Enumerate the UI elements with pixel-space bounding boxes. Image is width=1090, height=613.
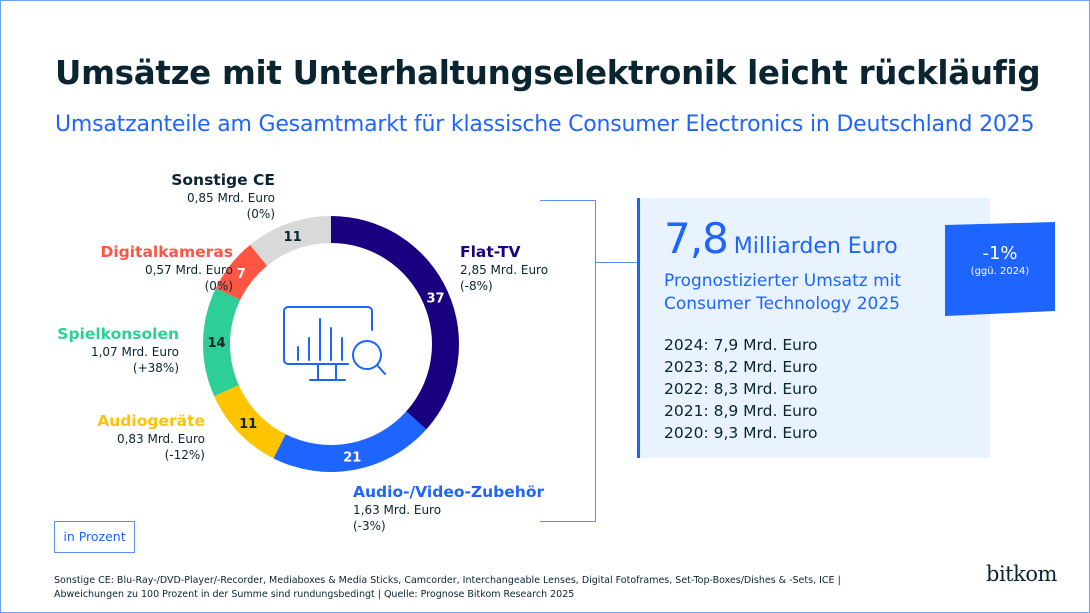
category-name: Flat-TV xyxy=(460,243,521,261)
category-revenue: 1,63 Mrd. Euro xyxy=(353,503,442,517)
history-item: 2020: 9,3 Mrd. Euro xyxy=(664,424,818,442)
category-change: (-8%) xyxy=(460,279,493,293)
category-name: Sonstige CE xyxy=(171,171,275,189)
footnote: Sonstige CE: Blu-Ray-/DVD-Player/-Record… xyxy=(54,574,841,601)
bracket-connector xyxy=(540,200,596,522)
summary-description: Prognostizierter Umsatz mit Consumer Tec… xyxy=(664,270,901,316)
segment-value-label: 11 xyxy=(239,417,257,432)
donut-segment-audioger-te xyxy=(214,385,286,459)
history-item: 2022: 8,3 Mrd. Euro xyxy=(664,380,818,398)
label-audiogeraete: Audiogeräte 0,83 Mrd. Euro (-12%) xyxy=(60,411,205,463)
category-revenue: 0,83 Mrd. Euro xyxy=(116,432,205,446)
total-revenue: 7,8 Milliarden Euro xyxy=(664,214,898,263)
donut-segment-audio-video-zubeh-r xyxy=(273,411,427,472)
label-spielkonsolen: Spielkonsolen 1,07 Mrd. Euro (+38%) xyxy=(40,324,179,376)
category-revenue: 1,07 Mrd. Euro xyxy=(90,345,179,359)
label-flat-tv: Flat-TV 2,85 Mrd. Euro (-8%) xyxy=(460,242,548,294)
change-badge-text: -1% (ggü. 2024) xyxy=(945,243,1055,279)
segment-value-label: 11 xyxy=(284,230,302,245)
page-subtitle: Umsatzanteile am Gesamtmarkt für klassis… xyxy=(55,112,1035,137)
footnote-line: Sonstige CE: Blu-Ray-/DVD-Player/-Record… xyxy=(54,575,841,586)
category-revenue: 0,57 Mrd. Euro xyxy=(144,263,233,277)
summary-description-line: Consumer Technology 2025 xyxy=(664,294,900,314)
monitor-chart-search-icon xyxy=(283,306,386,381)
history-item: 2021: 8,9 Mrd. Euro xyxy=(664,402,818,420)
total-revenue-value: 7,8 xyxy=(664,214,729,263)
category-change: (0%) xyxy=(246,207,275,221)
footnote-line: Abweichungen zu 100 Prozent in der Summe… xyxy=(54,588,575,600)
segment-value-label: 14 xyxy=(207,336,225,351)
donut-segment-digitalkameras xyxy=(215,244,268,300)
bitkom-logo: bitkom xyxy=(986,562,1057,586)
unit-label: in Prozent xyxy=(54,521,135,553)
label-sonstige-ce: Sonstige CE 0,85 Mrd. Euro (0%) xyxy=(150,170,275,222)
category-change: (+38%) xyxy=(132,361,179,375)
history-item: 2023: 8,2 Mrd. Euro xyxy=(664,358,818,376)
history-item: 2024: 7,9 Mrd. Euro xyxy=(664,336,818,354)
donut-chart: 37 21 11 14 7 11 xyxy=(203,216,459,472)
page-title: Umsätze mit Unterhaltungselektronik leic… xyxy=(55,54,1041,92)
category-name: Audio-/Video-Zubehör xyxy=(353,483,545,501)
category-change: (-12%) xyxy=(164,448,205,462)
category-change: (0%) xyxy=(204,279,233,293)
category-name: Spielkonsolen xyxy=(57,325,179,343)
change-basis: (ggü. 2024) xyxy=(970,266,1030,277)
donut-segment-flat-tv xyxy=(331,216,459,430)
bracket-connector-arm xyxy=(595,262,637,263)
category-revenue: 0,85 Mrd. Euro xyxy=(186,191,275,205)
category-name: Audiogeräte xyxy=(97,412,205,430)
summary-description-line: Prognostizierter Umsatz mit xyxy=(664,271,902,291)
segment-value-label: 7 xyxy=(237,267,246,282)
label-audio-video-zubehoer: Audio-/Video-Zubehör 1,63 Mrd. Euro (-3%… xyxy=(353,482,544,534)
donut-segment-sonstige-ce xyxy=(250,216,331,266)
summary-box xyxy=(637,198,990,458)
category-revenue: 2,85 Mrd. Euro xyxy=(460,263,549,277)
category-change: (-3%) xyxy=(353,519,386,533)
donut-segment-spielkonsolen xyxy=(203,288,241,397)
change-value: -1% xyxy=(982,243,1018,264)
segment-value-label: 37 xyxy=(427,291,445,306)
category-name: Digitalkameras xyxy=(100,243,233,261)
total-revenue-unit: Milliarden Euro xyxy=(733,234,898,259)
change-badge xyxy=(945,222,1055,316)
segment-value-label: 21 xyxy=(343,451,361,466)
history-list: 2024: 7,9 Mrd. Euro 2023: 8,2 Mrd. Euro … xyxy=(664,334,817,444)
label-digitalkameras: Digitalkameras 0,57 Mrd. Euro (0%) xyxy=(80,242,233,294)
